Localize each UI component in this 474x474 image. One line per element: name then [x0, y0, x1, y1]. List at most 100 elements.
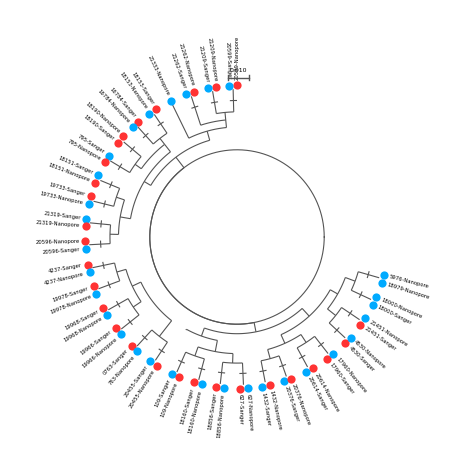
Point	[190, 88, 198, 95]
Point	[330, 350, 337, 358]
Text: 20455-Sanger: 20455-Sanger	[123, 365, 149, 398]
Text: 18151-Sanger: 18151-Sanger	[58, 155, 94, 175]
Text: 19968-Nanopore: 19968-Nanopore	[63, 316, 103, 343]
Point	[204, 84, 212, 92]
Point	[347, 334, 355, 341]
Point	[258, 383, 266, 391]
Text: 18153-Sanger: 18153-Sanger	[130, 71, 155, 106]
Point	[361, 315, 369, 322]
Point	[82, 215, 90, 222]
Point	[233, 82, 241, 89]
Text: 16784-Sanger: 16784-Sanger	[109, 87, 137, 119]
Point	[190, 379, 198, 386]
Text: 20599-Nanopore: 20599-Nanopore	[235, 36, 239, 80]
Text: 0.010: 0.010	[230, 68, 247, 73]
Point	[372, 294, 380, 301]
Text: 16784-Nanopore: 16784-Nanopore	[96, 89, 130, 125]
Text: 20599-Sanger: 20599-Sanger	[224, 42, 231, 80]
Text: 20596-Sanger: 20596-Sanger	[42, 247, 80, 255]
Point	[302, 368, 310, 376]
Text: 21209-Sanger: 21209-Sanger	[197, 45, 210, 83]
Text: 17960-Sanger: 17960-Sanger	[328, 362, 355, 395]
Text: 19733-Nanopore: 19733-Nanopore	[40, 191, 84, 205]
Point	[95, 172, 102, 179]
Text: 18160-Sanger: 18160-Sanger	[179, 387, 195, 425]
Point	[369, 301, 376, 309]
Point	[103, 311, 111, 319]
Text: 109-Nanopore: 109-Nanopore	[160, 382, 179, 418]
Text: 21209-Nanopore: 21209-Nanopore	[207, 37, 218, 82]
Point	[82, 245, 90, 253]
Text: 17960-Nanopore: 17960-Nanopore	[335, 357, 367, 394]
Text: 19968-Sanger: 19968-Sanger	[64, 309, 99, 331]
Point	[341, 339, 349, 347]
Point	[84, 261, 91, 268]
Text: 20376-Sanger: 20376-Sanger	[283, 386, 300, 423]
Text: 20376-Nanopore: 20376-Nanopore	[291, 383, 311, 426]
Point	[101, 158, 109, 166]
Text: 5976-Nanopore: 5976-Nanopore	[389, 274, 429, 289]
Point	[357, 321, 365, 329]
Text: 4237-Sanger: 4237-Sanger	[48, 263, 83, 274]
Text: 18000-Sanger: 18000-Sanger	[377, 305, 413, 326]
Point	[85, 201, 93, 208]
Text: 21451-Sanger: 21451-Sanger	[364, 326, 397, 352]
Text: 20596-Nanopore: 20596-Nanopore	[36, 238, 80, 245]
Text: 4237-Nanopore: 4237-Nanopore	[44, 271, 84, 286]
Text: 795-Nanopore: 795-Nanopore	[66, 139, 101, 162]
Point	[115, 139, 122, 146]
Text: 18151-Nanopore: 18151-Nanopore	[48, 163, 91, 183]
Text: 18153-Nanopore: 18153-Nanopore	[118, 72, 148, 110]
Point	[112, 325, 119, 332]
Text: 0763-Sanger: 0763-Sanger	[102, 348, 129, 376]
Point	[175, 374, 183, 381]
Point	[182, 90, 190, 98]
Text: 20614-Nanopore: 20614-Nanopore	[313, 372, 340, 413]
Point	[198, 381, 205, 388]
Point	[145, 109, 153, 117]
Point	[92, 290, 100, 298]
Point	[82, 223, 90, 230]
Point	[244, 384, 251, 392]
Text: 19978-Sanger: 19978-Sanger	[52, 286, 89, 303]
Point	[167, 97, 174, 104]
Point	[220, 384, 228, 392]
Text: 18979-Nanopore: 18979-Nanopore	[386, 282, 430, 300]
Point	[82, 237, 89, 245]
Point	[309, 365, 317, 372]
Text: 1432-Sanger: 1432-Sanger	[261, 392, 271, 426]
Point	[236, 385, 244, 392]
Text: 18190-Sanger: 18190-Sanger	[83, 114, 115, 141]
Point	[266, 381, 273, 389]
Text: 19966-Nanopore: 19966-Nanopore	[81, 336, 118, 368]
Text: 21333-Nanopore: 21333-Nanopore	[146, 55, 170, 97]
Point	[90, 283, 97, 290]
Point	[288, 375, 295, 383]
Text: 4530-Nanopore: 4530-Nanopore	[353, 339, 387, 370]
Text: 627-Nanopore: 627-Nanopore	[246, 394, 253, 431]
Text: 18190-Nanopore: 18190-Nanopore	[84, 101, 121, 135]
Text: 19733-Sanger: 19733-Sanger	[49, 182, 86, 197]
Text: 795-Sanger: 795-Sanger	[77, 134, 106, 155]
Point	[129, 123, 137, 131]
Point	[146, 357, 154, 365]
Point	[128, 342, 136, 350]
Text: 18000-Nanopore: 18000-Nanopore	[380, 298, 423, 319]
Point	[135, 118, 142, 126]
Text: 21262-Nanopore: 21262-Nanopore	[177, 43, 195, 87]
Point	[378, 279, 385, 286]
Text: 4530-Sanger: 4530-Sanger	[347, 346, 375, 373]
Point	[212, 83, 219, 91]
Text: 20455-Nanopore: 20455-Nanopore	[128, 369, 156, 410]
Text: 19966-Sanger: 19966-Sanger	[80, 330, 113, 356]
Point	[212, 383, 219, 391]
Text: 18856-Sanger: 18856-Sanger	[208, 392, 218, 430]
Point	[153, 362, 160, 369]
Text: 18160-Nanopore: 18160-Nanopore	[188, 390, 203, 434]
Text: 1432-Nanopore: 1432-Nanopore	[269, 390, 283, 431]
Point	[134, 348, 141, 356]
Point	[152, 105, 159, 113]
Text: 627-Sanger: 627-Sanger	[237, 394, 243, 425]
Point	[105, 152, 113, 159]
Point	[380, 271, 388, 279]
